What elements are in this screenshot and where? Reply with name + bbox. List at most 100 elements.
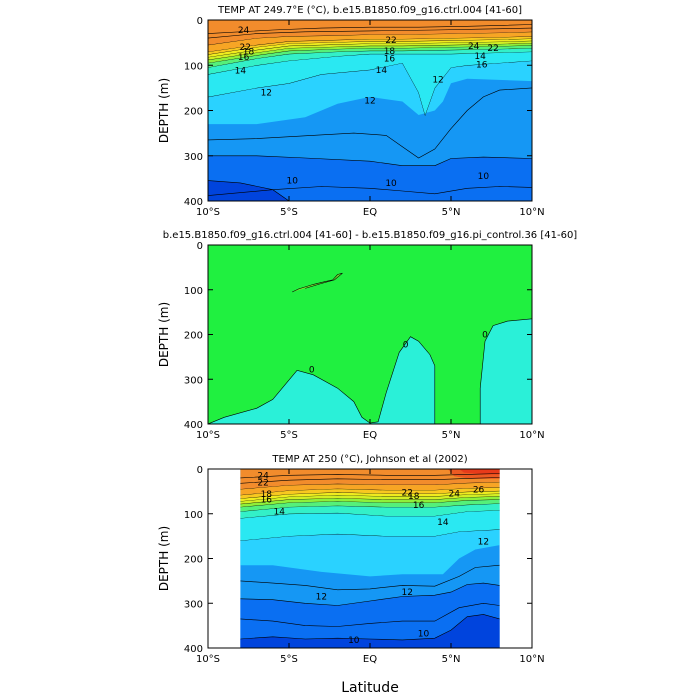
panel-3-band-14 xyxy=(240,614,500,648)
panel-1-band-12 xyxy=(208,180,289,201)
panel-3-band-1 xyxy=(240,529,500,577)
panel-1-contour-label-10: 18 xyxy=(384,47,396,57)
panel-1-contour-label-7: 12 xyxy=(364,97,375,107)
panel-2-band-edge-3 xyxy=(292,272,343,293)
panel-3-contour-label-2: 22 xyxy=(257,478,268,488)
panel-3-contour-label-4: 16 xyxy=(261,495,273,505)
panel-3-x-tick-label: 5°N xyxy=(442,654,461,665)
panel-1-contour-line-4 xyxy=(208,186,532,196)
panel-1-band-2 xyxy=(208,51,532,115)
panel-2-y-tick-label: 300 xyxy=(184,375,203,386)
panel-2-y-tick-label: 200 xyxy=(184,331,203,342)
panel-2-contour-field: 0 0 0 xyxy=(208,245,532,424)
panel-2-x-tick-label: 10°S xyxy=(196,430,220,441)
panel-3-contour-label-7: 18 xyxy=(408,492,420,502)
panel-3-contour-label-10: 26 xyxy=(473,486,485,496)
panel-1-contour-label-8: 12 xyxy=(432,76,443,86)
panel-1-band-11 xyxy=(208,155,532,201)
panel-3-x-tick-label: EQ xyxy=(363,654,377,665)
panel-2-background-band xyxy=(208,245,532,424)
panel-3-contour-label-11: 14 xyxy=(437,518,449,528)
panel-1-contour-label-14: 22 xyxy=(487,44,498,54)
panel-1-band-8 xyxy=(208,36,532,55)
panel-2-contour-label-1: 0 xyxy=(309,365,315,375)
panel-1-contour-label-19: 10 xyxy=(478,172,490,182)
panel-1-contour-label-1: 24 xyxy=(238,26,250,36)
panel-1-contour-label-6: 12 xyxy=(261,88,272,98)
panel-1-y-tick-label: 100 xyxy=(184,61,203,72)
panel-2-contour-label-3: 0 xyxy=(482,331,488,341)
panel-1-y-tick-label: 200 xyxy=(184,107,203,118)
panel-1-contour-label-9: 22 xyxy=(385,36,396,46)
panel-1-contour-label-18: 10 xyxy=(385,179,397,189)
panel-3-x-tick-label: 10°N xyxy=(519,654,544,665)
panel-1-x-tick-label: 5°N xyxy=(442,207,461,218)
panel-3-band-10 xyxy=(240,469,500,490)
panel-1-y-tick-label: 300 xyxy=(184,152,203,163)
panel-1-contour-label-5: 14 xyxy=(235,67,247,77)
panel-3-x-tick-label: 5°S xyxy=(280,654,298,665)
panel-1-contour-label-13: 24 xyxy=(468,42,480,52)
panel-3-x-tick-label: 10°S xyxy=(196,654,220,665)
panel-2-band-edge-1 xyxy=(208,336,436,424)
panel-3-contour-label-3: 18 xyxy=(261,490,273,500)
panel-1-contour-label-15: 16 xyxy=(476,60,488,70)
panel-2-title: b.e15.B1850.f09_g16.ctrl.004 [41-60] - b… xyxy=(163,230,578,241)
panel-2-band-edge-2 xyxy=(479,318,532,424)
panel-3-contour-label-8: 16 xyxy=(413,501,425,511)
panel-3-band-13 xyxy=(240,583,500,648)
panel-3-contour-label-9: 24 xyxy=(449,490,461,500)
panel-3-y-axis-label: DEPTH (m) xyxy=(157,526,171,591)
panel-1-title: TEMP AT 249.7°E (°C), b.e15.B1850.f09_g1… xyxy=(217,5,522,16)
panel-1-x-tick-label: 10°S xyxy=(196,207,220,218)
panel-1-band-5 xyxy=(208,43,532,63)
panel-1-x-tick-label: 5°S xyxy=(280,207,298,218)
panel-2-x-tick-label: EQ xyxy=(363,430,377,441)
panel-3-y-tick-label: 200 xyxy=(184,555,203,566)
panel-3-y-tick-label: 400 xyxy=(184,644,203,655)
panel-1-contour-label-4: 16 xyxy=(238,53,250,63)
panel-3-contour-label-15: 10 xyxy=(348,636,360,646)
panel-3-contour-label-16: 10 xyxy=(418,630,430,640)
panel-3-contour-label-1: 24 xyxy=(257,472,269,482)
panel-1-band-1 xyxy=(208,60,532,125)
panel-3-band-7 xyxy=(240,490,500,502)
panel-2-x-tick-label: 5°S xyxy=(280,430,298,441)
panel-1-band-9 xyxy=(208,31,532,52)
panel-1-x-tick-label: 10°N xyxy=(519,207,544,218)
panel-1-y-tick-label: 0 xyxy=(197,16,203,27)
panel-3-y-tick-label: 300 xyxy=(184,599,203,610)
panel-2-contour-label-2: 0 xyxy=(403,340,409,350)
panel-1-band-10 xyxy=(208,20,532,45)
panel-3-contour-label-13: 12 xyxy=(316,593,327,603)
panel-2-y-tick-label: 0 xyxy=(197,241,203,252)
panel-2-band-1 xyxy=(208,336,435,424)
panel-3-contour-line-1 xyxy=(240,473,500,479)
panel-3-contour-label-14: 12 xyxy=(402,588,413,598)
panel-3-band-12 xyxy=(459,469,500,475)
panel-1-contour-line-3 xyxy=(208,87,532,159)
panel-2-x-tick-label: 5°N xyxy=(442,430,461,441)
panel-1-contour-line-1 xyxy=(208,24,532,34)
panel-3-band-edge-13 xyxy=(240,582,500,606)
panel-1-x-tick-label: EQ xyxy=(363,207,377,218)
panel-2-x-tick-label: 10°N xyxy=(519,430,544,441)
panel-1-contour-label-16: 14 xyxy=(474,52,486,62)
panel-1-band-edge-12 xyxy=(208,180,290,201)
panel-1-band-6 xyxy=(208,40,532,60)
panel-3-contour-label-12: 12 xyxy=(478,537,489,547)
panel-1-band-3 xyxy=(208,48,532,75)
panel-3-y-tick-label: 0 xyxy=(197,465,203,476)
panel-1-contour-label-17: 10 xyxy=(287,177,299,187)
panel-1-band-7 xyxy=(208,38,532,58)
panel-1-contour-label-12: 14 xyxy=(376,66,388,76)
panel-2-band-2 xyxy=(480,318,532,424)
panel-3-band-2 xyxy=(240,510,500,541)
panel-1-contour-label-2: 22 xyxy=(240,43,251,53)
panel-1-contour-label-3: 18 xyxy=(243,48,255,58)
panel-3-title: TEMP AT 250 (°C), Johnson et al (2002) xyxy=(271,454,467,465)
panel-1-y-axis-label: DEPTH (m) xyxy=(157,78,171,143)
